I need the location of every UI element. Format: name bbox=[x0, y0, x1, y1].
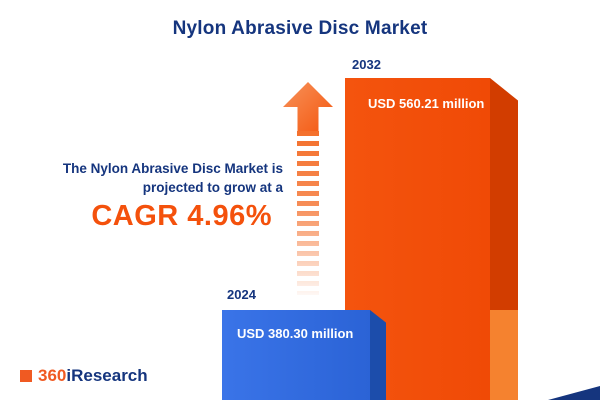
value-label-2024: USD 380.30 million bbox=[237, 326, 354, 341]
description-text: The Nylon Abrasive Disc Market is projec… bbox=[3, 160, 283, 198]
bar-2024 bbox=[222, 310, 370, 400]
logo: 360 iResearch bbox=[20, 366, 148, 386]
value-label-2032: USD 560.21 million bbox=[368, 96, 485, 111]
page-title: Nylon Abrasive Disc Market bbox=[172, 18, 428, 39]
cagr-text: CAGR 4.96% bbox=[91, 200, 272, 232]
logo-suffix: iResearch bbox=[66, 366, 148, 385]
corner-accent bbox=[548, 386, 600, 400]
logo-prefix: 360 bbox=[38, 366, 67, 385]
bar-2024-side-face bbox=[370, 310, 386, 400]
year-label-2032: 2032 bbox=[352, 57, 381, 72]
logo-square-icon bbox=[20, 370, 32, 382]
description-line-1: The Nylon Abrasive Disc Market is bbox=[62, 161, 283, 176]
growth-arrow-up-icon bbox=[283, 82, 333, 132]
description-line-2: projected to grow at a bbox=[142, 179, 283, 195]
bar-2032-side-face bbox=[490, 78, 518, 400]
growth-arrow-dashed-tail bbox=[297, 131, 319, 295]
year-label-2024: 2024 bbox=[227, 287, 256, 302]
